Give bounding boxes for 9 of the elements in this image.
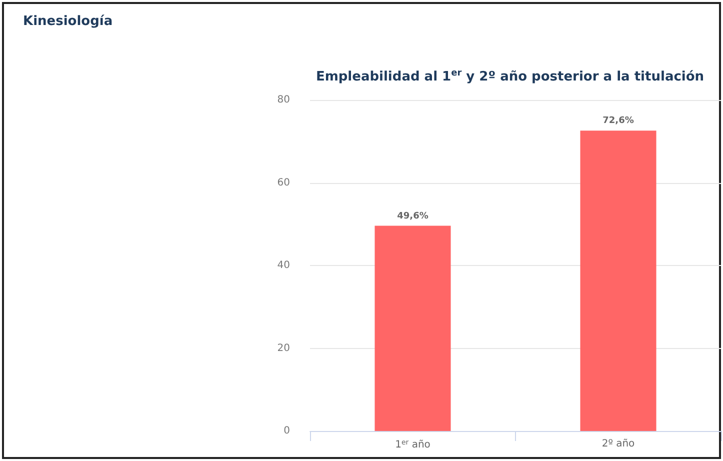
data-label: 72,6% <box>602 116 634 126</box>
y-tick-label: 60 <box>277 177 290 188</box>
text: Kinesiología <box>23 14 113 29</box>
y-tick-label: 80 <box>277 94 290 106</box>
data-label: 49,6% <box>397 211 428 222</box>
y-tick-label: 0 <box>284 426 290 436</box>
y-tick-label: 40 <box>277 260 290 271</box>
y-tick-label: 20 <box>277 342 290 354</box>
x-tick-label: 2º año <box>602 438 635 450</box>
